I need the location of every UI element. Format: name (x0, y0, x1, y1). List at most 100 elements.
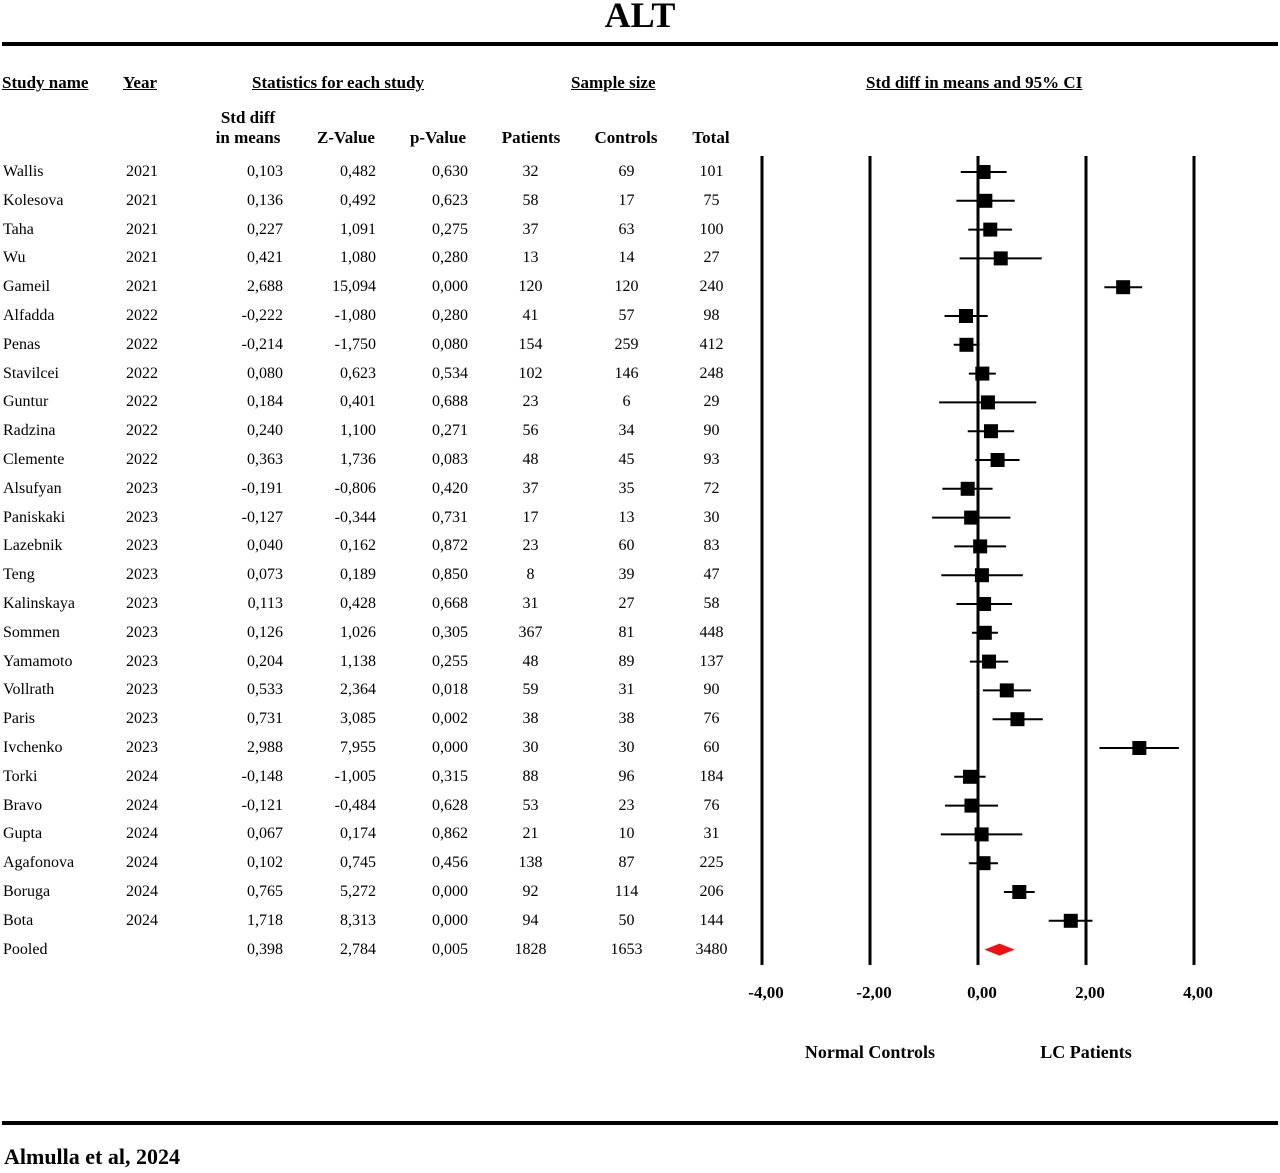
year-cell: 2021 (126, 278, 158, 296)
year-cell: 2023 (126, 508, 158, 526)
year-cell: 2023 (126, 537, 158, 555)
patients-cell: 154 (518, 335, 543, 353)
z-value-cell: 2,364 (340, 681, 376, 699)
total-cell: 184 (699, 767, 724, 785)
controls-cell: 146 (614, 364, 639, 382)
controls-cell: 13 (618, 508, 635, 526)
year-cell: 2023 (126, 652, 158, 670)
p-value-cell: 0,280 (432, 249, 468, 267)
study-name-cell: Clemente (3, 451, 65, 468)
smd-cell: 0,765 (247, 883, 283, 900)
p-value-cell: 0,862 (432, 825, 468, 843)
z-value-cell: -0,806 (334, 479, 376, 497)
patients-cell: 1828 (514, 940, 547, 958)
patients-cell: 48 (522, 652, 539, 670)
year-cell: 2023 (126, 710, 158, 728)
smd-cell: 0,184 (247, 393, 283, 411)
controls-cell: 39 (618, 566, 635, 584)
study-name-cell: Bota (3, 911, 34, 929)
p-value-cell: 0,688 (432, 393, 468, 411)
total-cell: 83 (703, 537, 720, 555)
p-value-cell: 0,275 (432, 220, 468, 238)
controls-cell: 57 (618, 307, 635, 324)
total-cell: 98 (703, 307, 720, 324)
subheader-smd: Std diff in means (208, 108, 288, 148)
total-cell: 3480 (695, 940, 728, 958)
p-value-cell: 0,000 (432, 911, 468, 929)
year-cell: 2024 (126, 796, 158, 814)
point-estimate-marker (964, 798, 979, 813)
x-tick-label: -4,00 (748, 983, 783, 1002)
year-cell: 2024 (126, 854, 158, 872)
p-value-cell: 0,315 (432, 767, 468, 785)
p-value-cell: 0,623 (432, 191, 468, 209)
year-cell: 2022 (126, 307, 158, 324)
year-cell: 2021 (126, 249, 158, 267)
z-value-cell: 0,428 (340, 595, 376, 612)
z-value-cell: -1,005 (334, 767, 376, 785)
patients-cell: 138 (518, 854, 543, 872)
z-value-cell: 1,080 (340, 249, 376, 267)
z-value-cell: 0,189 (340, 566, 376, 584)
total-cell: 30 (703, 508, 720, 526)
z-value-cell: -1,080 (334, 307, 376, 324)
patients-cell: 48 (522, 451, 539, 468)
smd-cell: -0,121 (241, 796, 283, 814)
total-cell: 76 (703, 796, 720, 814)
smd-cell: 0,067 (247, 825, 283, 843)
p-value-cell: 0,080 (432, 335, 468, 353)
z-value-cell: 0,482 (340, 163, 376, 180)
smd-cell: -0,191 (241, 479, 283, 497)
controls-cell: 114 (614, 883, 639, 900)
subheader-z-value: Z-Value (317, 128, 375, 147)
p-value-cell: 0,668 (432, 595, 468, 612)
controls-cell: 69 (618, 163, 635, 180)
year-cell: 2021 (126, 220, 158, 238)
controls-cell: 10 (618, 825, 635, 843)
subheader-smd-line1: Std diff (220, 108, 276, 127)
controls-cell: 34 (618, 422, 635, 440)
point-estimate-marker (974, 568, 989, 583)
smd-cell: 2,988 (247, 739, 283, 756)
patients-cell: 21 (522, 825, 539, 843)
z-value-cell: 1,138 (340, 652, 376, 670)
z-value-cell: 7,955 (340, 739, 376, 756)
z-value-cell: 15,094 (332, 278, 376, 296)
total-cell: 47 (703, 566, 720, 584)
z-value-cell: 0,623 (340, 364, 376, 382)
study-name-cell: Ivchenko (3, 739, 63, 756)
point-estimate-marker (1132, 741, 1147, 755)
smd-cell: 0,113 (247, 595, 283, 612)
subheader-patients: Patients (501, 128, 561, 147)
study-name-cell: Wallis (3, 163, 44, 180)
total-cell: 60 (703, 739, 720, 756)
point-estimate-marker (1012, 885, 1027, 899)
controls-cell: 31 (618, 681, 635, 699)
controls-cell: 30 (618, 739, 635, 756)
p-value-cell: 0,456 (432, 854, 468, 872)
smd-cell: 1,718 (247, 911, 283, 929)
study-name-cell: Kalinskaya (3, 595, 75, 612)
smd-cell: -0,214 (241, 335, 283, 353)
study-name-cell: Teng (3, 566, 35, 584)
total-cell: 72 (703, 479, 720, 497)
point-estimate-marker (960, 481, 975, 496)
z-value-cell: 1,091 (340, 220, 376, 238)
p-value-cell: 0,850 (432, 566, 468, 584)
smd-cell: 0,073 (247, 566, 283, 584)
total-cell: 225 (699, 854, 724, 872)
point-estimate-marker (1010, 712, 1025, 727)
x-tick-label: -2,00 (856, 983, 891, 1002)
year-cell: 2023 (126, 623, 158, 641)
header-ci: Std diff in means and 95% CI (866, 73, 1083, 92)
patients-cell: 23 (522, 537, 539, 555)
total-cell: 27 (703, 249, 720, 267)
smd-cell: 0,204 (247, 652, 283, 670)
total-cell: 412 (699, 335, 724, 353)
year-cell: 2021 (126, 163, 158, 180)
smd-cell: 0,363 (247, 451, 283, 468)
p-value-cell: 0,628 (432, 796, 468, 814)
controls-cell: 23 (618, 796, 635, 814)
controls-cell: 45 (618, 451, 635, 468)
